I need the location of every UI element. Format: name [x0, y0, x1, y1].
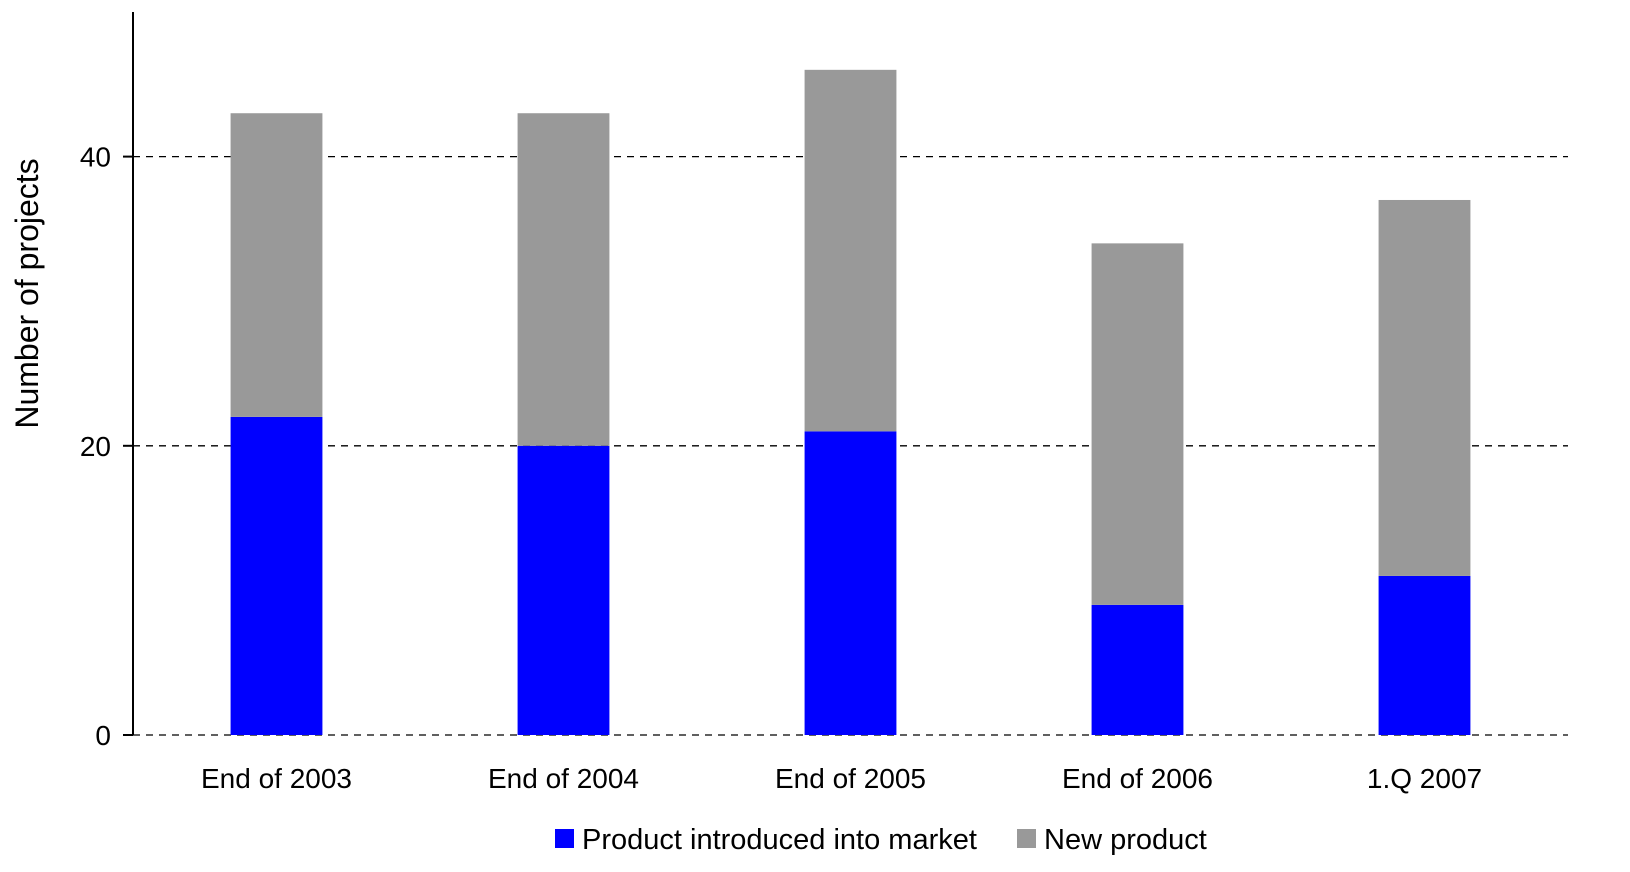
legend-label: New product [1044, 824, 1207, 856]
bar-new-product [230, 113, 323, 417]
bar-product-introduced [1091, 604, 1184, 735]
legend-label: Product introduced into market [582, 824, 977, 856]
bar-new-product [1378, 199, 1471, 576]
bar-product-introduced [804, 431, 897, 735]
y-tick-label: 20 [80, 431, 111, 462]
legend: Product introduced into market New produc… [555, 824, 1207, 856]
x-tick-label: End of 2005 [775, 763, 926, 794]
bar-new-product [1091, 243, 1184, 605]
y-ticks: 0 20 40 [80, 142, 133, 751]
bar-new-product [517, 113, 610, 446]
x-tick-label: End of 2003 [201, 763, 352, 794]
x-tick-label: End of 2004 [488, 763, 639, 794]
bars [230, 69, 1471, 735]
x-ticks: End of 2003 End of 2004 End of 2005 End of … [201, 763, 1482, 794]
x-tick-label: End of 2006 [1062, 763, 1213, 794]
y-tick-label: 40 [80, 142, 111, 173]
bar-new-product [804, 69, 897, 432]
legend-swatch [555, 829, 574, 848]
y-tick-label: 0 [95, 720, 111, 751]
bar-product-introduced [230, 416, 323, 735]
legend-swatch [1017, 829, 1036, 848]
bar-product-introduced [1378, 575, 1471, 735]
y-axis-title: Number of projects [9, 158, 45, 428]
x-tick-label: 1.Q 2007 [1367, 763, 1482, 794]
bar-product-introduced [517, 445, 610, 735]
